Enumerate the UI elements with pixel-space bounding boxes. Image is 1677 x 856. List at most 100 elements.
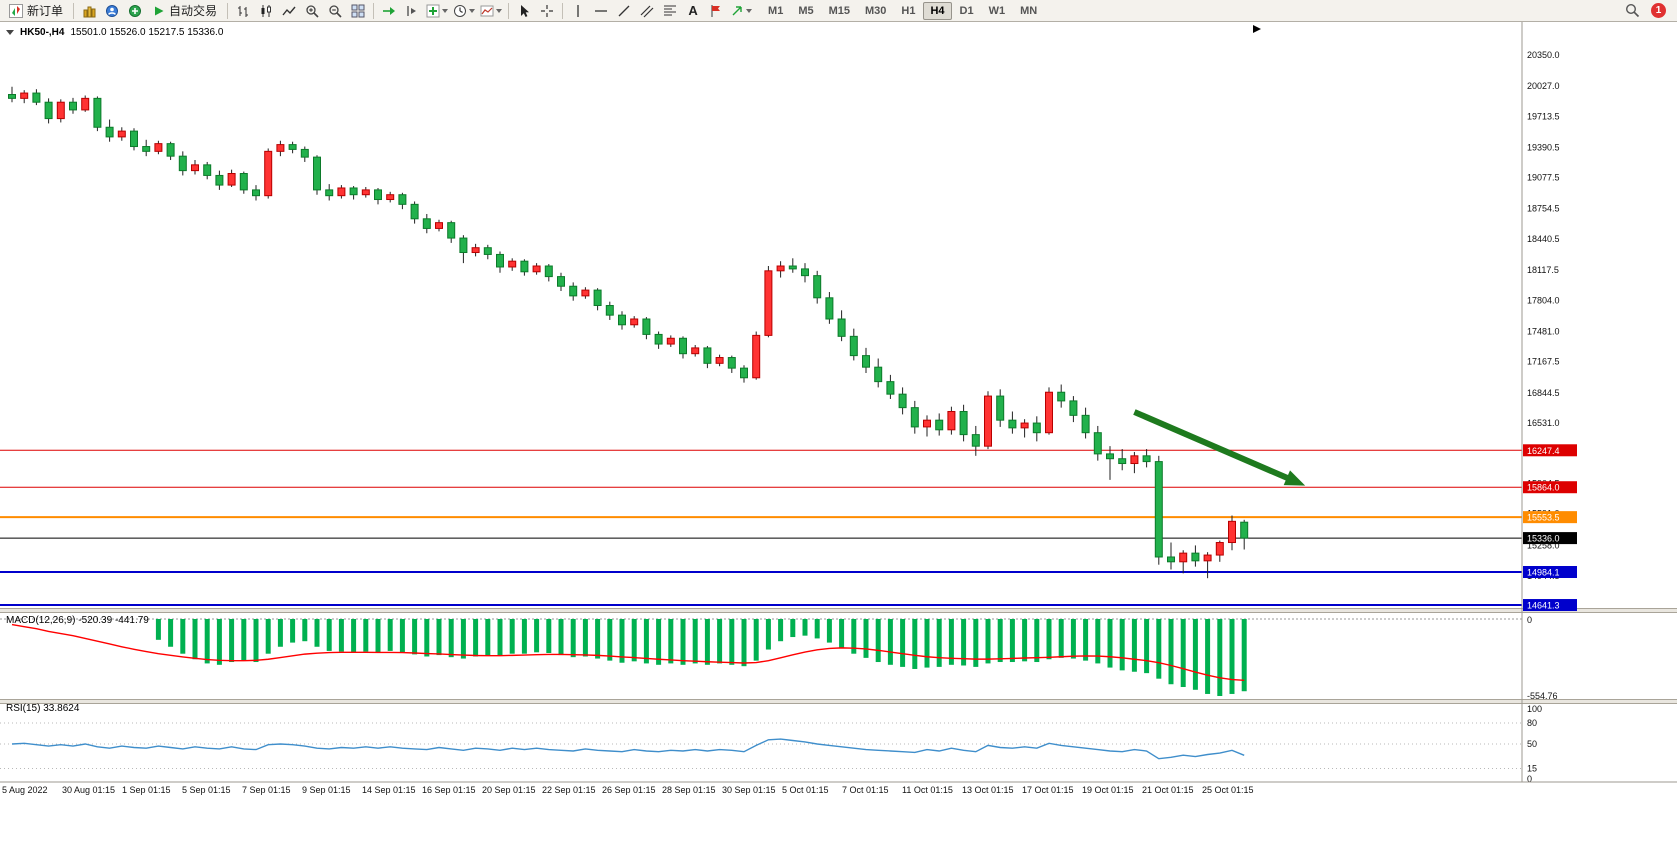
horizontal-line-button[interactable] xyxy=(590,1,612,21)
price-tag xyxy=(1523,444,1577,457)
line-chart-button[interactable] xyxy=(278,1,300,21)
label-button[interactable] xyxy=(705,1,727,21)
trend-arrow-annotation[interactable] xyxy=(1133,409,1296,484)
macd-signal-line xyxy=(11,623,1245,682)
candle xyxy=(849,335,858,357)
vertical-line-button[interactable] xyxy=(567,1,589,21)
navigator-button[interactable] xyxy=(101,1,123,21)
new-order-button[interactable]: 新订单 xyxy=(3,1,69,21)
time-axis-label: 21 Oct 01:15 xyxy=(1142,785,1194,795)
candle xyxy=(1179,552,1188,563)
trendline-button[interactable] xyxy=(613,1,635,21)
candle xyxy=(752,334,761,379)
search-icon xyxy=(1625,3,1639,18)
macd-histogram-bar xyxy=(436,619,442,656)
macd-histogram-bar xyxy=(607,619,613,661)
panel-separator[interactable] xyxy=(0,699,1677,704)
macd-histogram-bar xyxy=(985,619,991,664)
symbol-info: HK50-,H4 15501.0 15526.0 15217.5 15336.0 xyxy=(6,27,223,38)
macd-histogram-bar xyxy=(290,619,296,643)
candle xyxy=(483,247,492,255)
macd-histogram-bar xyxy=(1241,619,1247,692)
price-tag-label: 16247.4 xyxy=(1527,446,1560,456)
candle xyxy=(276,144,285,152)
candle xyxy=(666,337,675,345)
channel-button[interactable] xyxy=(636,1,658,21)
candle xyxy=(1154,461,1163,558)
candle xyxy=(520,260,529,273)
candlestick-button[interactable] xyxy=(255,1,277,21)
macd-histogram-bar xyxy=(302,619,308,642)
timeframe-m15-button[interactable]: M15 xyxy=(822,2,857,20)
macd-histogram-bar xyxy=(412,619,418,655)
zoom-out-button[interactable] xyxy=(324,1,346,21)
cursor-button[interactable] xyxy=(513,1,535,21)
time-axis-label: 7 Sep 01:15 xyxy=(242,785,291,795)
panel-separator[interactable] xyxy=(0,608,1677,613)
auto-scroll-button[interactable] xyxy=(378,1,400,21)
templates-button[interactable] xyxy=(478,1,504,21)
chart-menu-icon[interactable] xyxy=(6,30,14,35)
indicators-icon xyxy=(426,4,440,17)
auto-scroll-icon xyxy=(383,6,396,15)
price-axis-label: 17167.5 xyxy=(1527,357,1560,367)
periods-icon xyxy=(454,4,467,17)
zoom-in-button[interactable] xyxy=(301,1,323,21)
timeframe-m30-button[interactable]: M30 xyxy=(858,2,893,20)
macd-histogram-bar xyxy=(399,619,405,653)
notification-badge[interactable]: 1 xyxy=(1651,3,1666,18)
macd-histogram-bar xyxy=(595,619,601,659)
toolbar-separator xyxy=(508,2,510,19)
rsi-scale-label: 15 xyxy=(1527,764,1537,774)
macd-histogram-bar xyxy=(741,619,747,667)
macd-histogram-bar xyxy=(1022,619,1028,662)
macd-histogram-bar xyxy=(753,619,759,661)
candle xyxy=(910,407,919,428)
candle xyxy=(1093,432,1102,455)
candle xyxy=(349,187,358,196)
shapes-button[interactable] xyxy=(728,1,754,21)
crosshair-button[interactable] xyxy=(536,1,558,21)
indicators-button[interactable] xyxy=(424,1,450,21)
price-tag-label: 14984.1 xyxy=(1527,568,1560,578)
timeframe-mn-button[interactable]: MN xyxy=(1013,2,1044,20)
candle xyxy=(471,247,480,254)
terminal-button[interactable] xyxy=(124,1,146,21)
timeframe-m1-button[interactable]: M1 xyxy=(761,2,790,20)
text-icon: A xyxy=(688,3,698,18)
chart-shift-marker[interactable] xyxy=(1253,25,1261,33)
auto-trading-button[interactable]: 自动交易 xyxy=(147,1,223,21)
timeframe-h4-button[interactable]: H4 xyxy=(923,1,952,20)
macd-histogram-bar xyxy=(229,619,235,663)
macd-histogram-bar xyxy=(1217,619,1223,697)
market-watch-button[interactable] xyxy=(78,1,100,21)
candle xyxy=(544,265,553,278)
rsi-scale-label: 80 xyxy=(1527,718,1537,728)
fibonacci-icon xyxy=(664,5,677,15)
timeframe-h1-button[interactable]: H1 xyxy=(894,2,922,20)
periods-button[interactable] xyxy=(451,1,477,21)
candle xyxy=(203,164,212,176)
macd-histogram-bar xyxy=(1192,619,1198,690)
chart-canvas[interactable]: 20350.0 20027.0 19713.5 19390.5 19077.5 18754… xyxy=(0,22,1677,856)
tile-windows-button[interactable] xyxy=(347,1,369,21)
macd-histogram-bar xyxy=(826,619,832,643)
candle xyxy=(130,130,138,148)
timeframe-w1-button[interactable]: W1 xyxy=(982,2,1013,20)
text-button[interactable]: A xyxy=(682,1,704,21)
bar-chart-button[interactable] xyxy=(232,1,254,21)
macd-histogram-bar xyxy=(778,619,784,642)
timeframe-m5-button[interactable]: M5 xyxy=(791,2,820,20)
fibonacci-button[interactable] xyxy=(659,1,681,21)
macd-histogram-bar xyxy=(521,619,527,654)
search-button[interactable] xyxy=(1621,1,1643,21)
macd-histogram-bar xyxy=(1058,619,1064,658)
trend-arrow-head xyxy=(1283,470,1306,486)
macd-histogram-bar xyxy=(704,619,710,665)
toolbar-separator xyxy=(227,2,229,19)
price-axis-label: 17481.0 xyxy=(1527,326,1560,336)
timeframe-d1-button[interactable]: D1 xyxy=(953,2,981,20)
rsi-scale-label: 50 xyxy=(1527,739,1537,749)
candle xyxy=(788,265,797,270)
chart-shift-button[interactable] xyxy=(401,1,423,21)
